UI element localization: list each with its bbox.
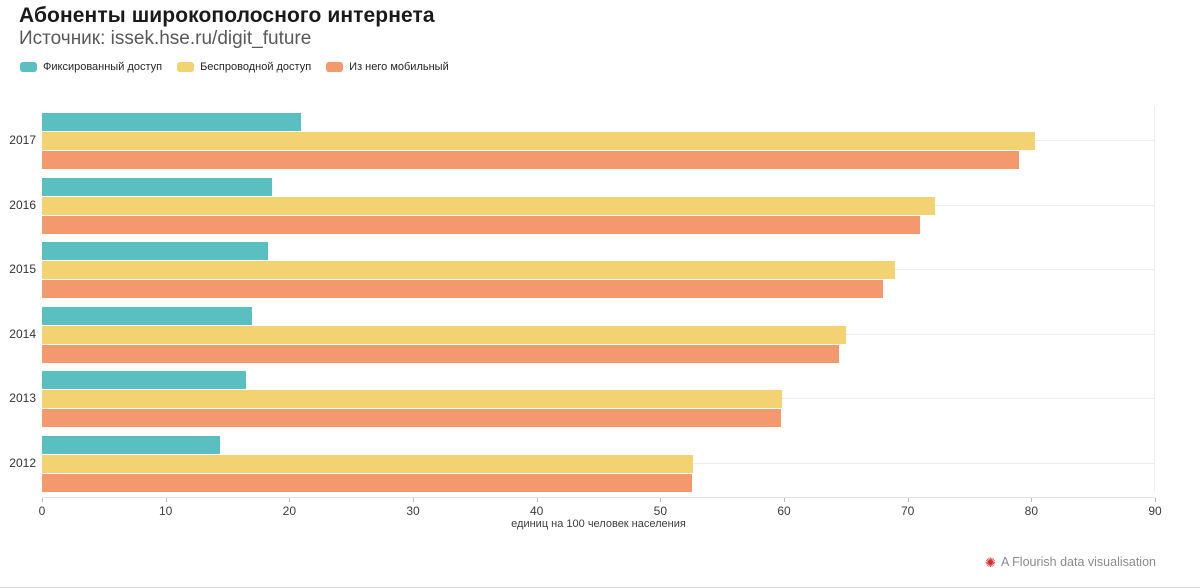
bar-2012-wireless[interactable] — [42, 454, 694, 473]
y-axis-label-2013: 2013 — [9, 391, 36, 405]
legend-swatch-orange-icon — [326, 62, 344, 72]
bar-2012-mobile[interactable] — [42, 473, 692, 492]
year-group-2012: 2012 — [9, 429, 1154, 493]
flourish-flower-icon: ✺ — [985, 554, 997, 570]
bar-2016-fixed[interactable] — [42, 177, 272, 196]
bar-2013-wireless[interactable] — [42, 390, 783, 408]
legend-item-fixed[interactable]: Фиксированный доступ — [20, 61, 162, 73]
bar-2016-mobile[interactable] — [42, 215, 921, 234]
year-group-2015: 2015 — [9, 235, 1154, 299]
x-axis-tick-label-20: 20 — [282, 504, 297, 518]
year-group-2017: 2017 — [9, 106, 1154, 170]
bar-2014-mobile[interactable] — [42, 344, 839, 363]
legend: Фиксированный доступ Беспроводной доступ… — [20, 61, 449, 73]
bar-2015-fixed[interactable] — [42, 242, 269, 260]
x-axis-tick-label-60: 60 — [777, 504, 791, 518]
x-axis-tick — [784, 498, 785, 502]
x-axis-tick-label-10: 10 — [158, 504, 173, 518]
bar-2014-wireless[interactable] — [42, 325, 847, 344]
bar-2016-wireless[interactable] — [42, 196, 936, 215]
legend-label: Из него мобильный — [349, 61, 449, 73]
bar-2017-mobile[interactable] — [42, 151, 1020, 169]
x-axis: 0 10 20 30 40 50 60 70 80 90 — [39, 497, 1162, 518]
bar-2015-mobile[interactable] — [42, 280, 884, 298]
x-axis-tick — [1031, 498, 1033, 502]
plot-area: 2017 2016 2015 2014 2013 2012 — [9, 106, 1155, 493]
bar-2017-fixed[interactable] — [42, 113, 302, 131]
x-axis-caption: единиц на 100 человек населения — [511, 518, 686, 530]
x-axis-tick — [165, 498, 167, 502]
x-axis-tick — [289, 498, 291, 502]
x-axis-tick-label-70: 70 — [900, 504, 915, 518]
x-axis-tick — [536, 498, 538, 502]
legend-swatch-yellow-icon — [177, 62, 195, 72]
legend-label: Беспроводной доступ — [200, 61, 312, 73]
year-group-2016: 2016 — [9, 171, 1154, 235]
year-group-2014: 2014 — [9, 300, 1154, 364]
bar-2014-fixed[interactable] — [42, 306, 253, 325]
flourish-credit-label: A Flourish data visualisation — [1001, 555, 1156, 569]
x-axis-tick — [1155, 498, 1156, 502]
legend-label: Фиксированный доступ — [43, 61, 163, 73]
x-axis-tick — [413, 498, 414, 502]
x-axis-tick-label-80: 80 — [1024, 504, 1039, 518]
x-axis-tick-label-0: 0 — [38, 504, 46, 518]
x-axis-tick-label-30: 30 — [406, 504, 420, 518]
bar-2015-wireless[interactable] — [42, 261, 895, 279]
bar-2017-wireless[interactable] — [42, 132, 1036, 150]
x-axis-tick — [907, 498, 909, 502]
x-axis-tick-label-40: 40 — [529, 504, 544, 518]
bar-2013-fixed[interactable] — [42, 371, 246, 389]
x-axis-tick — [660, 498, 662, 502]
legend-item-wireless[interactable]: Беспроводной доступ — [177, 61, 311, 73]
chart-subtitle: Источник: issek.hse.ru/digit_future — [19, 28, 312, 49]
legend-item-mobile[interactable]: Из него мобильный — [326, 61, 449, 73]
y-axis-label-2014: 2014 — [9, 326, 36, 341]
chart-title: Абоненты широкополосного интернета — [19, 4, 435, 27]
year-group-2013: 2013 — [9, 364, 1154, 428]
y-axis-label-2012: 2012 — [9, 455, 36, 470]
y-axis-label-2017: 2017 — [9, 133, 36, 147]
x-axis-tick-label-90: 90 — [1148, 504, 1162, 518]
legend-swatch-teal-icon — [20, 62, 37, 72]
x-axis-tick-label-50: 50 — [653, 504, 668, 518]
y-axis-label-2016: 2016 — [9, 197, 36, 212]
x-axis-tick — [42, 498, 43, 502]
bar-2012-fixed[interactable] — [42, 435, 220, 454]
bar-2013-mobile[interactable] — [42, 409, 781, 427]
y-axis-label-2015: 2015 — [9, 262, 36, 276]
flourish-credit[interactable]: ✺ A Flourish data visualisation — [985, 555, 1156, 569]
